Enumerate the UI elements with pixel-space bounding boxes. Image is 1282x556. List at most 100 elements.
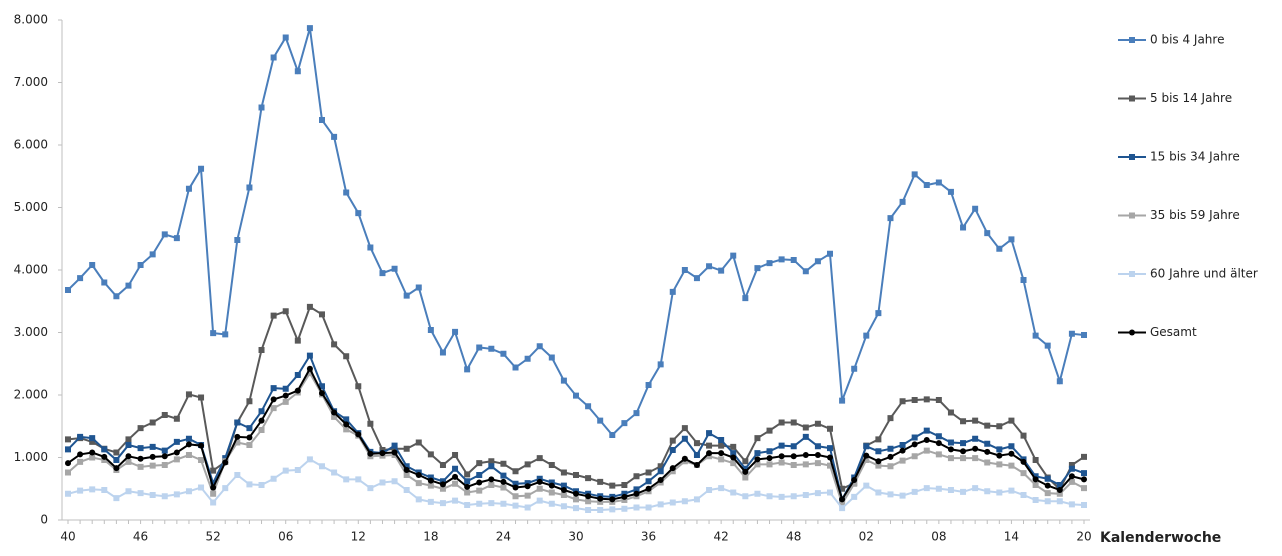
data-point (1008, 450, 1015, 457)
data-point (415, 472, 422, 478)
data-point (802, 452, 809, 458)
series-line (67, 366, 1085, 502)
data-point (488, 458, 495, 465)
legend-label: 5 bis 14 Jahre (1150, 91, 1232, 105)
data-point (814, 443, 821, 450)
data-point (137, 455, 144, 462)
data-point (1044, 490, 1051, 497)
data-point (77, 275, 84, 282)
data-point (282, 385, 289, 392)
data-point (730, 450, 737, 457)
data-point (887, 453, 894, 460)
data-point (693, 275, 700, 282)
data-point (669, 437, 676, 444)
data-point (294, 337, 301, 344)
data-point (65, 490, 71, 497)
data-point (1044, 475, 1051, 482)
data-point (403, 292, 410, 299)
data-point (1008, 462, 1015, 469)
data-point (343, 353, 350, 360)
data-point (403, 472, 410, 478)
data-point (730, 489, 737, 496)
data-point (173, 438, 180, 445)
data-point (887, 215, 894, 222)
data-point (367, 485, 374, 492)
data-point (137, 490, 144, 497)
data-point (814, 490, 821, 497)
data-point (935, 451, 942, 458)
data-point (960, 440, 967, 447)
data-point (1081, 332, 1087, 338)
data-point (923, 447, 930, 454)
data-point (573, 496, 579, 503)
data-point (113, 293, 120, 300)
data-point (1032, 482, 1039, 488)
x-tick-label: 18 (423, 530, 438, 544)
data-point (827, 250, 833, 257)
data-point (984, 230, 991, 237)
data-point (1056, 490, 1063, 497)
data-point (754, 456, 761, 463)
data-point (319, 117, 325, 123)
data-point (1081, 476, 1087, 483)
data-point (113, 465, 120, 472)
y-tick-label: 7.000 (14, 75, 48, 89)
data-point (270, 475, 277, 482)
data-point (1056, 498, 1063, 505)
data-point (899, 198, 906, 205)
data-point (452, 328, 459, 335)
data-point (911, 397, 918, 403)
data-point (585, 498, 592, 505)
data-point (730, 460, 737, 467)
data-point (633, 504, 640, 511)
data-point (839, 485, 846, 492)
data-point (1081, 502, 1087, 508)
data-point (585, 507, 592, 513)
data-point (294, 68, 301, 75)
data-point (282, 392, 289, 399)
data-point (355, 431, 362, 438)
data-point (875, 458, 882, 465)
data-point (814, 420, 821, 427)
data-point (875, 310, 882, 317)
data-point (972, 455, 979, 462)
data-point (609, 432, 616, 438)
data-point (246, 434, 253, 441)
data-point (802, 433, 809, 440)
data-point (246, 398, 253, 405)
data-point (282, 398, 289, 405)
data-point (524, 461, 531, 468)
legend-marker (1129, 37, 1135, 43)
data-point (621, 420, 628, 427)
data-point (560, 492, 567, 498)
data-point (609, 506, 616, 513)
legend-label: 35 bis 59 Jahre (1150, 208, 1240, 222)
data-point (89, 435, 96, 442)
data-point (560, 469, 567, 476)
data-point (500, 500, 507, 507)
data-point (827, 425, 833, 432)
data-point (536, 455, 543, 462)
x-tick-label: 08 (931, 530, 946, 544)
data-point (391, 445, 398, 452)
data-point (512, 502, 519, 509)
data-point (863, 443, 870, 450)
data-point (585, 475, 592, 482)
legend-label: Gesamt (1150, 325, 1197, 339)
data-point (343, 421, 350, 428)
data-point (960, 488, 967, 495)
data-point (439, 485, 446, 492)
data-point (754, 461, 761, 468)
data-point (476, 460, 483, 467)
data-point (355, 210, 362, 217)
data-point (89, 262, 96, 268)
data-point (319, 311, 325, 318)
data-point (548, 462, 555, 468)
data-point (621, 505, 628, 512)
data-point (548, 482, 555, 489)
legend-label: 60 Jahre und älter (1150, 267, 1258, 281)
data-point (790, 419, 797, 426)
data-point (185, 435, 192, 442)
data-point (972, 205, 979, 212)
data-point (367, 420, 374, 427)
